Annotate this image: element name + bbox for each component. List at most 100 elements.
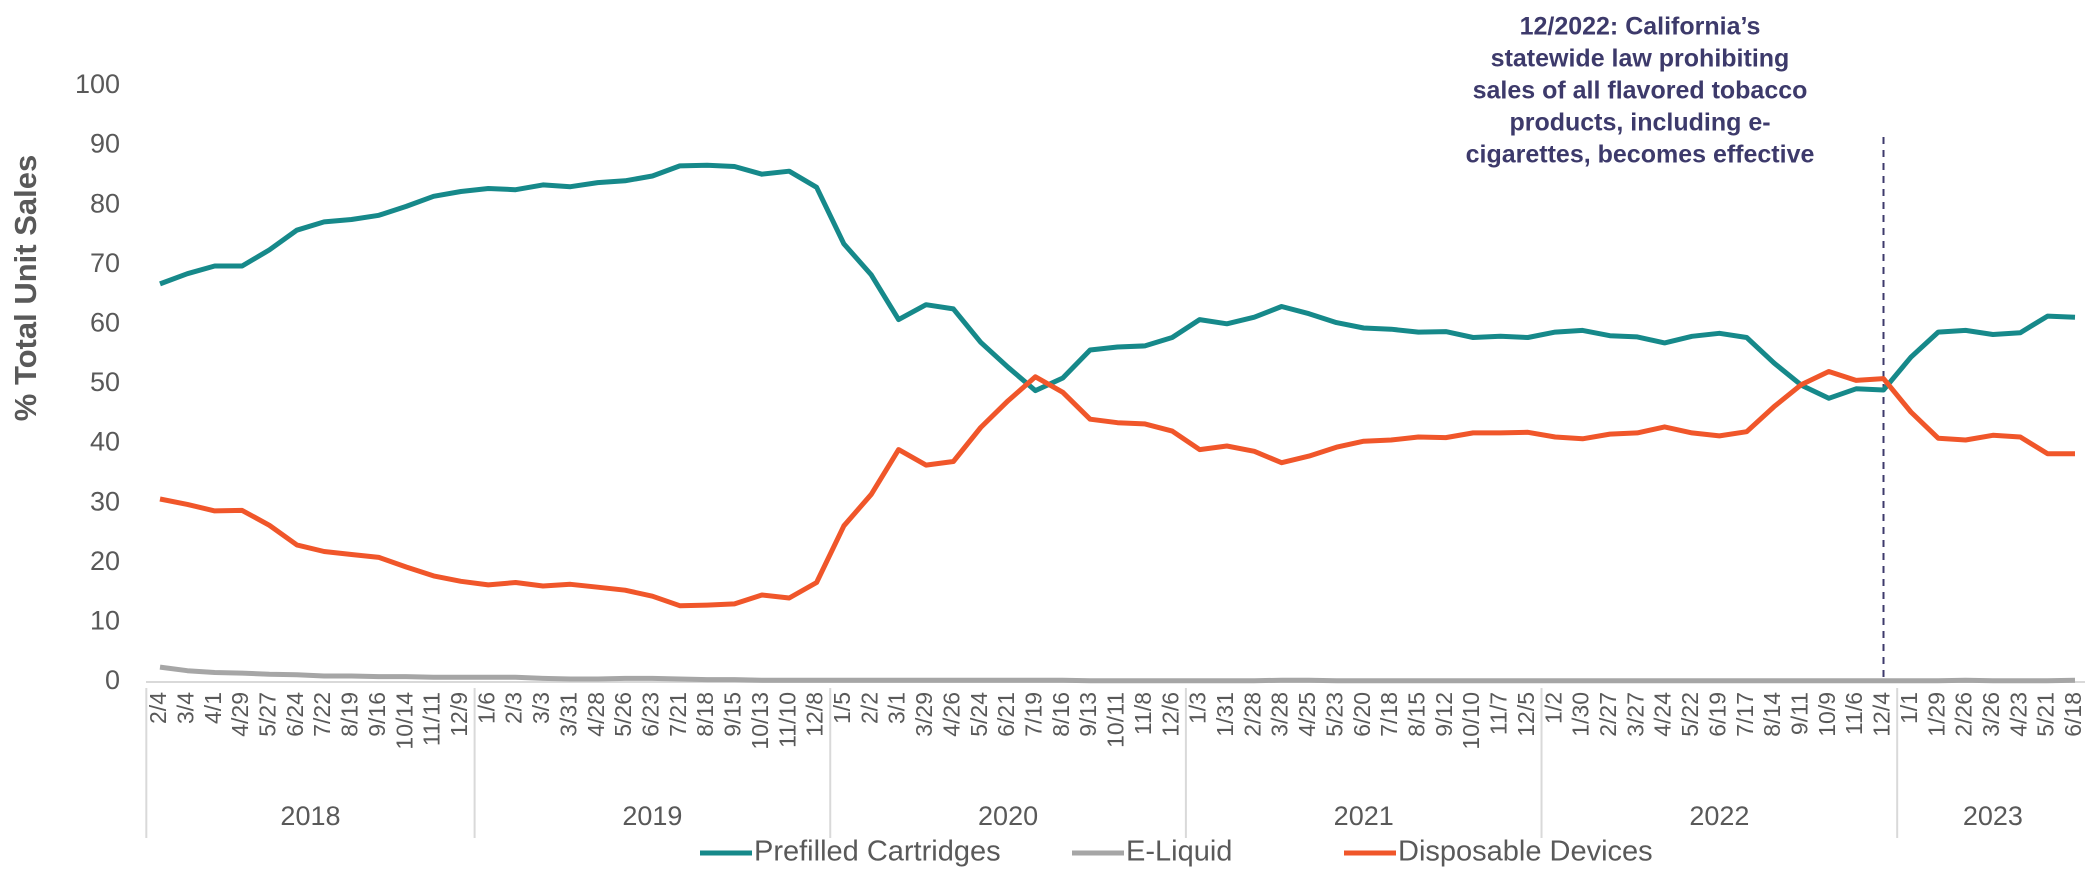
x-tick-label: 8/19 <box>337 692 363 737</box>
series-line <box>159 664 2076 684</box>
x-tick-label: 5/23 <box>1321 692 1347 737</box>
x-tick-label: 9/16 <box>364 692 390 737</box>
x-tick-label: 4/26 <box>938 692 964 737</box>
x-tick-label: 3/4 <box>172 692 198 724</box>
x-tick-label: 3/26 <box>1978 692 2004 737</box>
year-label: 2023 <box>1963 801 2023 831</box>
x-tick-label: 10/14 <box>391 692 417 750</box>
x-tick-label: 2/28 <box>1239 692 1265 737</box>
x-tick-label: 3/27 <box>1622 692 1648 737</box>
x-tick-label: 3/28 <box>1267 692 1293 737</box>
series-line <box>159 369 2075 609</box>
x-tick-label: 10/9 <box>1814 692 1840 737</box>
x-tick-label: 1/1 <box>1896 692 1922 724</box>
x-tick-label: 12/8 <box>802 692 828 737</box>
x-tick-label: 4/29 <box>227 692 253 737</box>
annotation-text: statewide law prohibiting <box>1491 45 1790 73</box>
x-tick-label: 6/20 <box>1349 692 1375 737</box>
x-tick-label: 8/18 <box>692 692 718 737</box>
x-tick-label: 11/11 <box>419 692 445 746</box>
x-tick-label: 9/11 <box>1787 692 1813 735</box>
x-tick-label: 2/3 <box>501 692 527 724</box>
x-tick-label: 3/1 <box>884 692 910 724</box>
y-tick-label: 70 <box>90 248 120 278</box>
x-tick-label: 11/7 <box>1486 692 1512 735</box>
x-tick-label: 11/8 <box>1130 692 1156 735</box>
x-tick-label: 2/2 <box>856 692 882 724</box>
x-tick-label: 7/19 <box>1021 692 1047 737</box>
annotation-text: cigarettes, becomes effective <box>1466 141 1815 169</box>
year-label: 2020 <box>978 801 1038 831</box>
x-tick-label: 2/4 <box>145 692 171 724</box>
x-tick-label: 2/27 <box>1595 692 1621 737</box>
x-tick-label: 1/3 <box>1185 692 1211 724</box>
x-tick-label: 11/10 <box>774 692 800 748</box>
y-tick-label: 50 <box>90 367 120 397</box>
x-tick-label: 1/6 <box>473 692 499 724</box>
x-tick-label: 9/12 <box>1431 692 1457 737</box>
x-tick-label: 5/21 <box>2033 692 2059 737</box>
year-label: 2021 <box>1334 801 1394 831</box>
x-tick-label: 10/11 <box>1103 692 1129 748</box>
x-tick-label: 4/23 <box>2005 692 2031 737</box>
x-tick-label: 12/6 <box>1157 692 1183 737</box>
x-tick-label: 1/2 <box>1540 692 1566 724</box>
x-tick-label: 12/9 <box>446 692 472 737</box>
x-tick-label: 10/10 <box>1458 692 1484 750</box>
x-tick-label: 12/4 <box>1869 692 1895 737</box>
legend-label: E-Liquid <box>1126 836 1232 868</box>
y-tick-label: 90 <box>90 129 120 159</box>
y-tick-label: 10 <box>90 606 120 636</box>
y-tick-label: 40 <box>90 427 120 457</box>
y-tick-label: 20 <box>90 546 120 576</box>
x-tick-label: 4/24 <box>1650 692 1676 737</box>
series-line <box>159 162 2076 401</box>
x-tick-label: 3/31 <box>555 692 581 737</box>
x-tick-label: 3/3 <box>528 692 554 724</box>
x-tick-label: 1/30 <box>1568 692 1594 737</box>
x-tick-label: 11/6 <box>1841 692 1867 735</box>
x-tick-label: 6/24 <box>282 692 308 737</box>
x-tick-label: 10/13 <box>747 692 773 750</box>
x-tick-label: 4/28 <box>583 692 609 737</box>
x-tick-label: 9/13 <box>1075 692 1101 737</box>
x-tick-label: 6/21 <box>993 692 1019 737</box>
x-tick-label: 7/22 <box>309 692 335 737</box>
x-tick-label: 4/1 <box>200 692 226 724</box>
y-axis-label: % Total Unit Sales <box>8 155 43 421</box>
annotation-text: products, including e- <box>1509 109 1770 137</box>
y-tick-label: 60 <box>90 308 120 338</box>
x-tick-label: 9/15 <box>720 692 746 737</box>
x-tick-label: 3/29 <box>911 692 937 737</box>
x-tick-label: 6/23 <box>638 692 664 737</box>
legend-label: Disposable Devices <box>1398 836 1653 868</box>
y-tick-label: 0 <box>105 665 120 695</box>
legend-label: Prefilled Cartridges <box>754 836 1001 868</box>
year-label: 2019 <box>622 801 682 831</box>
x-tick-label: 1/29 <box>1923 692 1949 737</box>
x-tick-label: 1/31 <box>1212 692 1238 737</box>
x-tick-label: 5/22 <box>1677 692 1703 737</box>
x-tick-label: 6/18 <box>2060 692 2086 737</box>
x-tick-label: 1/5 <box>829 692 855 724</box>
y-tick-label: 80 <box>90 188 120 218</box>
y-tick-label: 100 <box>75 69 120 99</box>
x-tick-label: 6/19 <box>1704 692 1730 737</box>
x-tick-label: 7/21 <box>665 692 691 737</box>
x-tick-label: 8/16 <box>1048 692 1074 737</box>
annotation-text: sales of all flavored tobacco <box>1473 77 1808 105</box>
x-tick-label: 5/26 <box>610 692 636 737</box>
x-tick-label: 12/5 <box>1513 692 1539 737</box>
x-tick-label: 8/14 <box>1759 692 1785 737</box>
x-tick-label: 8/15 <box>1404 692 1430 737</box>
year-label: 2018 <box>280 801 340 831</box>
year-label: 2022 <box>1689 801 1749 831</box>
x-tick-label: 7/18 <box>1376 692 1402 737</box>
x-tick-label: 4/25 <box>1294 692 1320 737</box>
annotation-text: 12/2022: California’s <box>1520 13 1761 41</box>
x-tick-label: 5/27 <box>255 692 281 737</box>
y-tick-label: 30 <box>90 486 120 516</box>
x-tick-label: 7/17 <box>1732 692 1758 737</box>
x-tick-label: 5/24 <box>966 692 992 737</box>
